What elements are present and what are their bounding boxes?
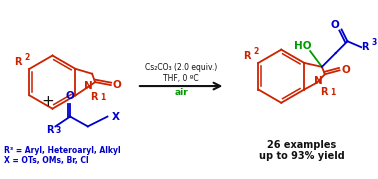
- Text: O: O: [66, 91, 74, 101]
- Text: R: R: [90, 92, 98, 102]
- Text: N: N: [84, 81, 93, 91]
- Text: R: R: [46, 125, 53, 135]
- Text: X = OTs, OMs, Br, Cl: X = OTs, OMs, Br, Cl: [4, 156, 89, 165]
- Text: R: R: [320, 88, 328, 97]
- Text: Cs₂CO₃ (2.0 equiv.): Cs₂CO₃ (2.0 equiv.): [145, 63, 217, 72]
- Text: THF, 0 ºC: THF, 0 ºC: [163, 74, 199, 83]
- Text: +: +: [41, 94, 54, 109]
- Text: HO: HO: [294, 41, 311, 51]
- Text: air: air: [174, 88, 188, 97]
- Text: R: R: [243, 51, 250, 61]
- Text: 2: 2: [25, 52, 30, 62]
- Text: O: O: [330, 20, 339, 30]
- Text: R³ = Aryl, Heteroaryl, Alkyl: R³ = Aryl, Heteroaryl, Alkyl: [4, 146, 121, 154]
- Text: 1: 1: [330, 88, 335, 97]
- Text: 3: 3: [371, 38, 376, 47]
- Text: O: O: [112, 80, 121, 90]
- Text: 1: 1: [100, 93, 105, 102]
- Text: 3: 3: [56, 126, 60, 135]
- Text: N: N: [314, 76, 322, 86]
- Text: 26 examples: 26 examples: [267, 140, 336, 150]
- Text: X: X: [111, 112, 119, 122]
- Text: up to 93% yield: up to 93% yield: [259, 151, 345, 161]
- Text: R: R: [361, 42, 369, 52]
- Text: 2: 2: [253, 47, 259, 56]
- Text: R: R: [14, 57, 22, 67]
- Text: O: O: [341, 65, 350, 75]
